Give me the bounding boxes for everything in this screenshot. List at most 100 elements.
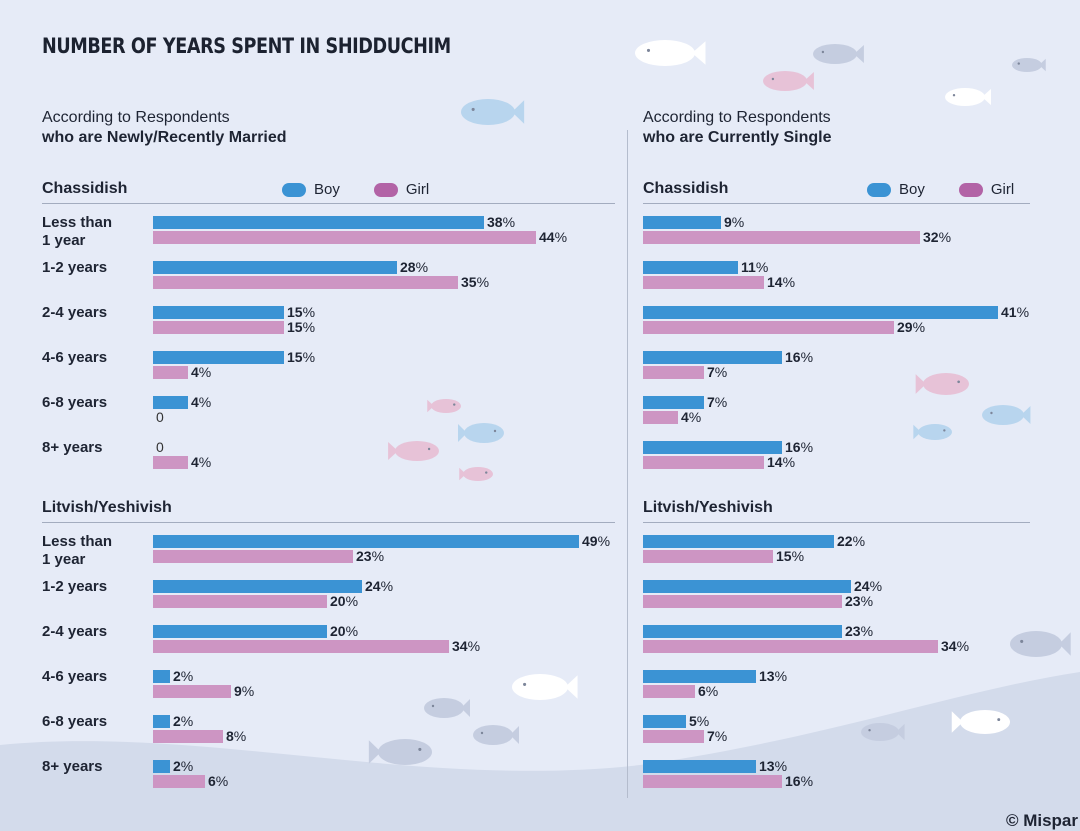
- value-label-girl: 35%: [461, 275, 489, 289]
- bar-boy: [153, 261, 397, 274]
- bar-girl: [643, 456, 764, 469]
- value-unit: %: [302, 304, 316, 320]
- bar-boy: [643, 760, 756, 773]
- bar-boy: [643, 580, 851, 593]
- fish-decoration: [945, 88, 991, 106]
- value-label-boy: 9%: [724, 215, 744, 229]
- value-unit: %: [774, 758, 788, 774]
- category-label: 4-6 years: [42, 668, 152, 686]
- value-unit: %: [415, 259, 429, 275]
- bar-boy: [153, 760, 170, 773]
- value-unit: %: [956, 638, 970, 654]
- bar-girl: [643, 366, 704, 379]
- value-number: 24: [854, 578, 870, 594]
- value-label-boy: 0: [156, 439, 164, 455]
- value-label-girl: 44%: [539, 230, 567, 244]
- value-unit: %: [215, 773, 229, 789]
- value-unit: %: [696, 713, 710, 729]
- category-label-line: 2-4 years: [42, 623, 108, 640]
- fish-decoration: [763, 71, 814, 91]
- value-label-boy: 15%: [287, 305, 315, 319]
- value-label-girl: 4%: [191, 455, 211, 469]
- category-label-line: 8+ years: [42, 758, 103, 775]
- fish-decoration: [1010, 631, 1071, 657]
- bar-boy: [153, 625, 327, 638]
- fish-decoration: [424, 698, 470, 718]
- value-unit: %: [869, 578, 883, 594]
- value-label-girl: 0: [156, 409, 164, 425]
- group-title: Chassidish: [643, 180, 729, 197]
- value-number: 15: [287, 304, 303, 320]
- value-number: 22: [837, 533, 853, 549]
- value-label-boy: 24%: [854, 579, 882, 593]
- value-label-boy: 24%: [365, 579, 393, 593]
- value-label-girl: 15%: [776, 549, 804, 563]
- bar-boy: [153, 715, 170, 728]
- value-unit: %: [597, 533, 611, 549]
- value-number: 34: [452, 638, 468, 654]
- value-label-girl: 4%: [191, 365, 211, 379]
- subtitle-line1: According to Respondents: [643, 109, 831, 126]
- value-label-boy: 4%: [191, 395, 211, 409]
- value-label-girl: 14%: [767, 275, 795, 289]
- value-label-boy: 49%: [582, 534, 610, 548]
- fish-decoration: [915, 373, 969, 395]
- value-unit: %: [688, 409, 702, 425]
- value-label-boy: 13%: [759, 669, 787, 683]
- value-number: 15: [776, 548, 792, 564]
- category-label: 4-6 years: [42, 349, 152, 367]
- value-number: 23: [845, 593, 861, 609]
- value-number: 49: [582, 533, 598, 549]
- value-number: 4: [191, 394, 199, 410]
- value-label-boy: 38%: [487, 215, 515, 229]
- value-unit: %: [180, 713, 194, 729]
- group-title: Chassidish: [42, 180, 128, 197]
- value-unit: %: [791, 548, 805, 564]
- value-label-girl: 4%: [681, 410, 701, 424]
- bar-boy: [153, 670, 170, 683]
- fish-decoration: [388, 441, 439, 461]
- category-label-line: 1 year: [42, 232, 86, 249]
- value-number: 9: [234, 683, 242, 699]
- value-number: 2: [173, 668, 181, 684]
- bar-boy: [643, 306, 998, 319]
- bar-boy: [153, 216, 484, 229]
- group-title: Litvish/Yeshivish: [643, 499, 773, 516]
- group-title: Litvish/Yeshivish: [42, 499, 172, 516]
- group-underline: [42, 522, 615, 523]
- value-number: 44: [539, 229, 555, 245]
- category-label-line: 1 year: [42, 551, 86, 568]
- value-label-boy: 2%: [173, 759, 193, 773]
- value-number: 2: [173, 758, 181, 774]
- value-label-girl: 34%: [452, 639, 480, 653]
- value-number: 4: [191, 454, 199, 470]
- group-underline: [643, 522, 1030, 523]
- fish-decoration: [461, 99, 525, 125]
- fish-decoration: [951, 710, 1010, 734]
- value-number: 28: [400, 259, 416, 275]
- bar-girl: [153, 685, 231, 698]
- value-label-boy: 11%: [741, 260, 768, 274]
- copyright-label: © Mispar: [1005, 811, 1078, 830]
- value-unit: %: [860, 623, 874, 639]
- value-unit: %: [241, 683, 255, 699]
- category-label: 8+ years: [42, 439, 152, 457]
- group-underline: [42, 203, 615, 204]
- value-unit: %: [302, 319, 316, 335]
- value-number: 4: [191, 364, 199, 380]
- fish-decoration: [473, 725, 519, 745]
- value-number: 35: [461, 274, 477, 290]
- value-number: 14: [767, 274, 783, 290]
- bar-boy: [153, 306, 284, 319]
- value-number: 38: [487, 214, 503, 230]
- subtitle-line2: who are Newly/Recently Married: [42, 129, 287, 146]
- value-label-boy: 16%: [785, 440, 813, 454]
- value-unit: %: [198, 454, 212, 470]
- value-label-boy: 41%: [1001, 305, 1029, 319]
- value-number: 20: [330, 593, 346, 609]
- legend-label-girl: Girl: [990, 181, 1015, 198]
- bar-girl: [643, 550, 773, 563]
- category-label-line: 1-2 years: [42, 578, 108, 595]
- value-unit: %: [714, 364, 728, 380]
- bar-girl: [643, 231, 920, 244]
